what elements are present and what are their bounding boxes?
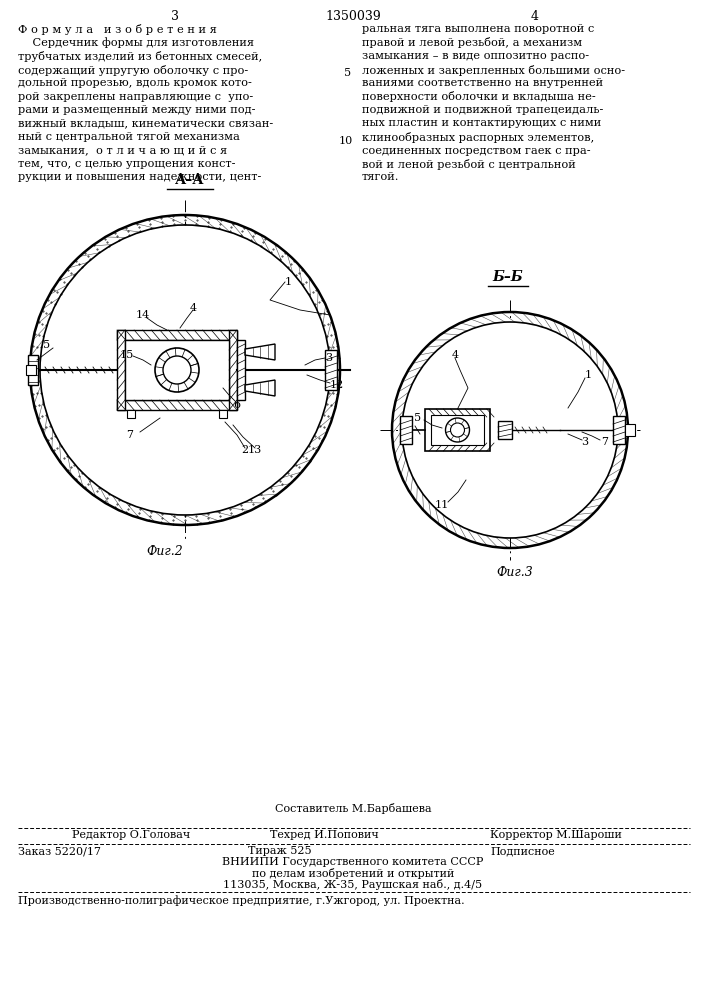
Bar: [117, 330, 237, 340]
Text: 4: 4: [452, 350, 459, 360]
Text: рами и размещенный между ними под-: рами и размещенный между ними под-: [18, 105, 255, 115]
Bar: [117, 400, 237, 410]
Text: 1350039: 1350039: [325, 10, 381, 23]
Text: ваниями соответственно на внутренней: ваниями соответственно на внутренней: [362, 78, 603, 88]
Circle shape: [163, 356, 191, 384]
Text: Редактор О.Головач: Редактор О.Головач: [72, 830, 190, 840]
Text: Тираж 525: Тираж 525: [248, 846, 312, 856]
Bar: [28, 355, 38, 385]
Text: содержащий упругую оболочку с про-: содержащий упругую оболочку с про-: [18, 64, 248, 76]
Bar: [625, 424, 635, 436]
Bar: [26, 365, 36, 375]
Text: Производственно-полиграфическое предприятие, г.Ужгород, ул. Проектна.: Производственно-полиграфическое предприя…: [18, 895, 464, 906]
Text: тягой.: тягой.: [362, 172, 399, 182]
Text: по делам изобретений и открытий: по делам изобретений и открытий: [252, 868, 454, 879]
Circle shape: [402, 322, 618, 538]
Text: Ф о р м у л а   и з о б р е т е н и я: Ф о р м у л а и з о б р е т е н и я: [18, 24, 217, 35]
Text: 3: 3: [581, 437, 588, 447]
Text: вижный вкладыш, кинематически связан-: вижный вкладыш, кинематически связан-: [18, 118, 273, 128]
Text: Заказ 5220/17: Заказ 5220/17: [18, 846, 101, 856]
Text: 11: 11: [435, 500, 449, 510]
Text: ный с центральной тягой механизма: ный с центральной тягой механизма: [18, 132, 240, 142]
Text: Подписное: Подписное: [490, 846, 555, 856]
Text: Корректор М.Шароши: Корректор М.Шароши: [490, 830, 622, 840]
Text: 13: 13: [248, 445, 262, 455]
Text: замыкания,  о т л и ч а ю щ и й с я: замыкания, о т л и ч а ю щ и й с я: [18, 145, 227, 155]
Text: ных пластин и контактирующих с ними: ных пластин и контактирующих с ними: [362, 118, 601, 128]
Text: 14: 14: [136, 310, 150, 320]
Bar: [325, 350, 337, 390]
Bar: [400, 416, 412, 444]
Text: 7: 7: [602, 437, 609, 447]
Text: 1: 1: [585, 370, 592, 380]
Bar: [613, 416, 625, 444]
Text: 15: 15: [120, 350, 134, 360]
Text: 7: 7: [127, 430, 134, 440]
Polygon shape: [245, 344, 275, 360]
Text: Техред И.Попович: Техред И.Попович: [270, 830, 379, 840]
Text: клинообразных распорных элементов,: клинообразных распорных элементов,: [362, 132, 595, 143]
Bar: [127, 410, 135, 418]
Circle shape: [450, 423, 464, 437]
Polygon shape: [245, 380, 275, 396]
Text: 2: 2: [241, 445, 249, 455]
Text: поверхности оболочки и вкладыша не-: поверхности оболочки и вкладыша не-: [362, 92, 596, 103]
Text: дольной прорезью, вдоль кромок кото-: дольной прорезью, вдоль кромок кото-: [18, 78, 252, 88]
Bar: [117, 330, 125, 410]
Text: ложенных и закрепленных большими осно-: ложенных и закрепленных большими осно-: [362, 64, 625, 76]
Bar: [425, 409, 490, 451]
Text: Фиг.2: Фиг.2: [146, 545, 183, 558]
Text: ВНИИПИ Государственного комитета СССР: ВНИИПИ Государственного комитета СССР: [222, 857, 484, 867]
Text: Б–Б: Б–Б: [493, 270, 523, 284]
Text: 5: 5: [344, 68, 351, 78]
Text: трубчатых изделий из бетонных смесей,: трубчатых изделий из бетонных смесей,: [18, 51, 262, 62]
Circle shape: [445, 418, 469, 442]
Text: 5: 5: [43, 340, 51, 350]
Text: Составитель М.Барбашева: Составитель М.Барбашева: [275, 803, 431, 814]
Text: А–А: А–А: [175, 173, 205, 187]
Text: 6: 6: [233, 400, 240, 410]
Bar: [498, 421, 512, 439]
Text: замыкания – в виде оппозитно распо-: замыкания – в виде оппозитно распо-: [362, 51, 589, 61]
Text: Фиг.3: Фиг.3: [496, 566, 533, 579]
Text: 10: 10: [339, 135, 353, 145]
Text: 12: 12: [330, 380, 344, 390]
Text: ральная тяга выполнена поворотной с: ральная тяга выполнена поворотной с: [362, 24, 595, 34]
Text: Сердечник формы для изготовления: Сердечник формы для изготовления: [18, 37, 254, 48]
Text: 5: 5: [414, 413, 421, 423]
Text: рукции и повышения надежности, цент-: рукции и повышения надежности, цент-: [18, 172, 262, 182]
Text: рой закреплены направляющие с  упо-: рой закреплены направляющие с упо-: [18, 92, 253, 102]
Bar: [237, 340, 245, 400]
Circle shape: [155, 348, 199, 392]
Bar: [229, 330, 237, 410]
Text: 3: 3: [325, 353, 332, 363]
Text: 4: 4: [189, 303, 197, 313]
Text: соединенных посредством гаек с пра-: соединенных посредством гаек с пра-: [362, 145, 590, 155]
Circle shape: [40, 225, 330, 515]
Bar: [125, 340, 229, 400]
Text: вой и леной резьбой с центральной: вой и леной резьбой с центральной: [362, 159, 575, 170]
Text: 3: 3: [171, 10, 179, 23]
Text: правой и левой резьбой, а механизм: правой и левой резьбой, а механизм: [362, 37, 582, 48]
Bar: [431, 415, 484, 445]
Bar: [219, 410, 227, 418]
Text: 4: 4: [531, 10, 539, 23]
Text: тем, что, с целью упрощения конст-: тем, что, с целью упрощения конст-: [18, 159, 235, 169]
Text: 1: 1: [285, 277, 292, 287]
Text: 113035, Москва, Ж-35, Раушская наб., д.4/5: 113035, Москва, Ж-35, Раушская наб., д.4…: [223, 879, 483, 890]
Text: подвижной и подвижной трапецеидаль-: подвижной и подвижной трапецеидаль-: [362, 105, 603, 115]
